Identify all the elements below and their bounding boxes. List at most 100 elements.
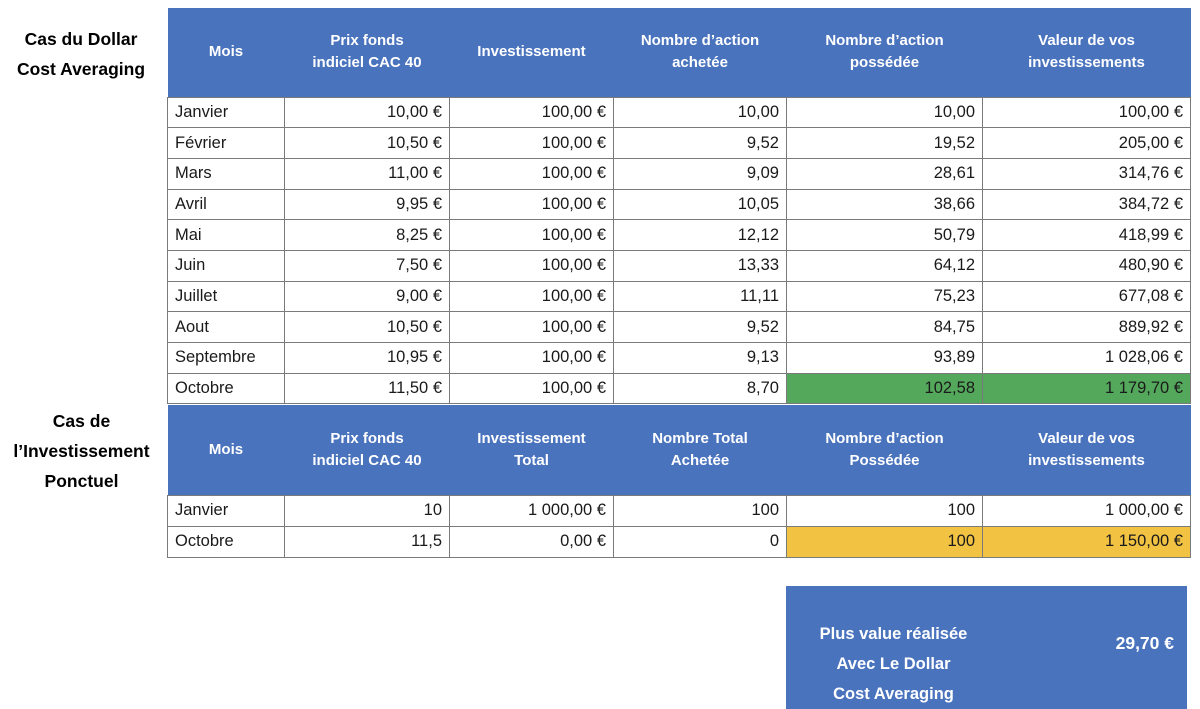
cell-prix: 7,50 € — [284, 249, 450, 282]
summary-label-line: Cost Averaging — [833, 685, 954, 703]
cell-mois: Octobre — [167, 525, 285, 558]
cell-nombre-possedee: 84,75 — [786, 311, 983, 343]
cell-nombre-achetee: 11,11 — [613, 280, 787, 313]
cell-nombre-achetee: 9,52 — [613, 127, 787, 159]
cell-investissement-total: 1 000,00 € — [449, 494, 614, 527]
column-header-investissement-total: Investissement Total — [449, 405, 614, 495]
cell-valeur: 418,99 € — [982, 219, 1191, 251]
ponctuel-table: Mois Prix fonds indiciel CAC 40 Investis… — [167, 405, 1191, 558]
section-label-line: Cost Averaging — [16, 59, 146, 79]
cell-nombre-possedee-highlighted: 100 — [786, 525, 983, 558]
summary-value: 29,70 € — [1115, 633, 1174, 653]
cell-investissement: 100,00 € — [449, 157, 614, 190]
cell-nombre-possedee: 10,00 — [786, 96, 983, 129]
table-row-janvier: Janvier 10 1 000,00 € 100 100 1 000,00 € — [167, 494, 1191, 527]
cell-prix: 9,95 € — [284, 188, 450, 221]
cell-prix: 11,5 — [284, 525, 450, 558]
cell-mois: Aout — [167, 311, 285, 343]
table-row-aout: Aout 10,50 € 100,00 € 9,52 84,75 889,92 … — [167, 311, 1191, 343]
cell-prix: 8,25 € — [284, 219, 450, 251]
cell-valeur: 1 028,06 € — [982, 342, 1191, 374]
cell-valeur-highlighted: 1 179,70 € — [982, 372, 1191, 405]
cell-prix: 11,50 € — [284, 372, 450, 405]
cell-investissement: 100,00 € — [449, 311, 614, 343]
table-row-janvier: Janvier 10,00 € 100,00 € 10,00 10,00 100… — [167, 96, 1191, 129]
cell-nombre-achetee: 9,09 — [613, 157, 787, 190]
cell-investissement: 100,00 € — [449, 249, 614, 282]
cell-valeur: 889,92 € — [982, 311, 1191, 343]
cell-nombre-achetee: 13,33 — [613, 249, 787, 282]
table-row-octobre: Octobre 11,50 € 100,00 € 8,70 102,58 1 1… — [167, 372, 1191, 405]
section-label-line: Cas du Dollar — [24, 29, 138, 49]
cell-prix: 10,50 € — [284, 127, 450, 159]
section-label-line: l’Investissement — [13, 441, 150, 461]
cell-nombre-achetee: 12,12 — [613, 219, 787, 251]
cell-valeur: 1 000,00 € — [982, 494, 1191, 527]
column-header-prix-fonds: Prix fonds indiciel CAC 40 — [284, 405, 450, 495]
cell-prix: 9,00 € — [284, 280, 450, 313]
cell-mois: Mai — [167, 219, 285, 251]
section-label-line: Ponctuel — [44, 471, 119, 491]
summary-label-line: Avec Le Dollar — [836, 655, 951, 673]
cell-mois: Juin — [167, 249, 285, 282]
cell-investissement: 100,00 € — [449, 96, 614, 129]
column-header-valeur: Valeur de vos investissements — [982, 8, 1191, 97]
ponctuel-header-row: Mois Prix fonds indiciel CAC 40 Investis… — [167, 405, 1191, 495]
cell-valeur-highlighted: 1 150,00 € — [982, 525, 1191, 558]
cell-valeur: 100,00 € — [982, 96, 1191, 129]
summary-box: Plus value réalisée Avec Le Dollar Cost … — [786, 586, 1187, 709]
cell-nombre-possedee: 50,79 — [786, 219, 983, 251]
cell-prix: 10 — [284, 494, 450, 527]
dca-header-row: Mois Prix fonds indiciel CAC 40 Investis… — [167, 8, 1191, 97]
cell-valeur: 205,00 € — [982, 127, 1191, 159]
column-header-prix-fonds: Prix fonds indiciel CAC 40 — [284, 8, 450, 97]
cell-nombre-achetee: 8,70 — [613, 372, 787, 405]
section-label-investissement-ponctuel: Cas de l’Investissement Ponctuel — [0, 406, 163, 496]
table-row-mars: Mars 11,00 € 100,00 € 9,09 28,61 314,76 … — [167, 157, 1191, 190]
table-row-juin: Juin 7,50 € 100,00 € 13,33 64,12 480,90 … — [167, 249, 1191, 282]
column-header-mois: Mois — [167, 405, 285, 495]
cell-nombre-possedee: 75,23 — [786, 280, 983, 313]
summary-label-line: Plus value réalisée — [819, 625, 968, 643]
cell-mois: Février — [167, 127, 285, 159]
cell-mois: Septembre — [167, 342, 285, 374]
cell-nombre-total-achetee: 100 — [613, 494, 787, 527]
cell-nombre-possedee: 93,89 — [786, 342, 983, 374]
cell-nombre-total-achetee: 0 — [613, 525, 787, 558]
cell-prix: 10,95 € — [284, 342, 450, 374]
table-row-juillet: Juillet 9,00 € 100,00 € 11,11 75,23 677,… — [167, 280, 1191, 313]
cell-nombre-possedee: 100 — [786, 494, 983, 527]
cell-nombre-achetee: 9,52 — [613, 311, 787, 343]
table-row-fevrier: Février 10,50 € 100,00 € 9,52 19,52 205,… — [167, 127, 1191, 159]
cell-mois: Avril — [167, 188, 285, 221]
cell-valeur: 384,72 € — [982, 188, 1191, 221]
cell-mois: Juillet — [167, 280, 285, 313]
cell-investissement: 100,00 € — [449, 342, 614, 374]
summary-label: Plus value réalisée Avec Le Dollar Cost … — [786, 586, 1001, 709]
column-header-nombre-possedee: Nombre d’action possédée — [786, 8, 983, 97]
cell-nombre-achetee: 10,00 — [613, 96, 787, 129]
column-header-nombre-possedee: Nombre d’action Possédée — [786, 405, 983, 495]
dca-table: Mois Prix fonds indiciel CAC 40 Investis… — [167, 8, 1191, 405]
cell-investissement: 100,00 € — [449, 127, 614, 159]
cell-mois: Janvier — [167, 96, 285, 129]
cell-nombre-possedee-highlighted: 102,58 — [786, 372, 983, 405]
cell-nombre-possedee: 38,66 — [786, 188, 983, 221]
cell-valeur: 480,90 € — [982, 249, 1191, 282]
table-row-mai: Mai 8,25 € 100,00 € 12,12 50,79 418,99 € — [167, 219, 1191, 251]
column-header-investissement: Investissement — [449, 8, 614, 97]
cell-investissement: 100,00 € — [449, 372, 614, 405]
table-row-avril: Avril 9,95 € 100,00 € 10,05 38,66 384,72… — [167, 188, 1191, 221]
cell-nombre-possedee: 28,61 — [786, 157, 983, 190]
cell-prix: 11,00 € — [284, 157, 450, 190]
table-row-septembre: Septembre 10,95 € 100,00 € 9,13 93,89 1 … — [167, 342, 1191, 374]
section-label-line: Cas de — [52, 411, 111, 431]
cell-nombre-possedee: 64,12 — [786, 249, 983, 282]
cell-prix: 10,00 € — [284, 96, 450, 129]
cell-investissement: 100,00 € — [449, 188, 614, 221]
cell-nombre-achetee: 9,13 — [613, 342, 787, 374]
cell-investissement: 100,00 € — [449, 280, 614, 313]
cell-mois: Janvier — [167, 494, 285, 527]
column-header-nombre-total-achetee: Nombre Total Achetée — [613, 405, 787, 495]
cell-valeur: 314,76 € — [982, 157, 1191, 190]
